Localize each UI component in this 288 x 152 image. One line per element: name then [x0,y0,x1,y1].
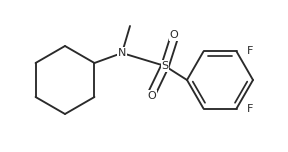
Text: F: F [247,46,253,56]
Text: S: S [162,61,168,71]
Text: O: O [148,91,156,101]
Text: O: O [170,30,178,40]
Text: N: N [118,48,126,58]
Text: F: F [247,104,253,114]
